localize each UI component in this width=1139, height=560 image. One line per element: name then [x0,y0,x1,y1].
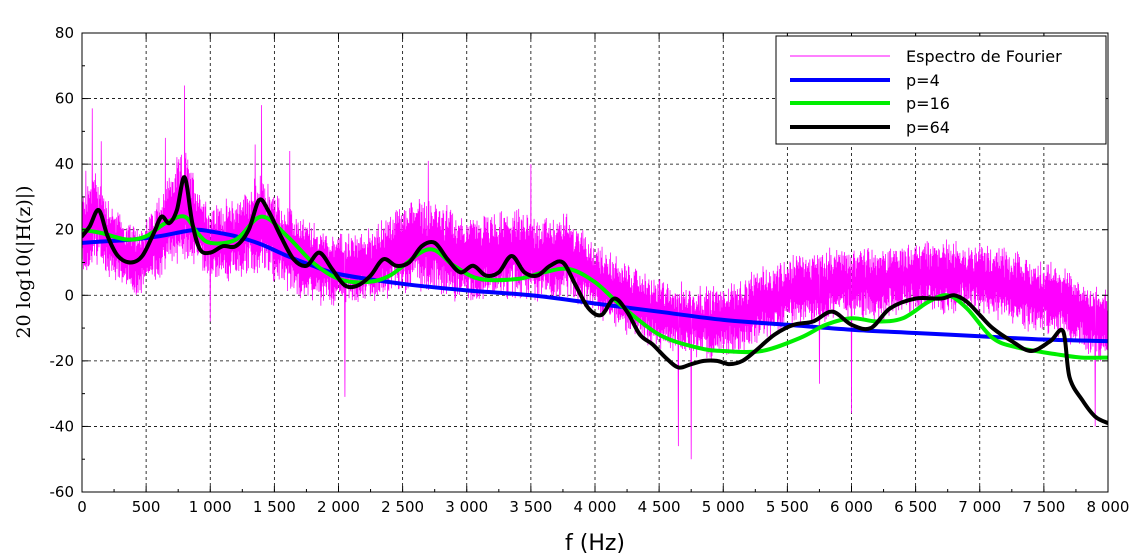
y-axis-label: 20 log10(|H(z)|) [13,185,35,338]
x-tick-label: 6 500 [894,498,937,516]
legend-label-p4: p=4 [906,71,940,90]
x-tick-label: 5 500 [766,498,809,516]
x-tick-label: 4 000 [574,498,617,516]
y-tick-label: 20 [55,221,74,239]
legend-label-p64: p=64 [906,118,950,137]
y-tick-label: -20 [50,352,75,370]
x-tick-label: 500 [132,498,161,516]
x-tick-label: 8 000 [1087,498,1130,516]
y-tick-label: 0 [64,286,74,304]
x-tick-label: 2 500 [381,498,424,516]
legend: Espectro de Fourier p=4 p=16 p=64 [775,35,1107,145]
x-tick-label: 4 500 [638,498,681,516]
y-tick-label: 60 [55,90,74,108]
x-tick-label: 7 500 [1022,498,1065,516]
x-tick-label: 6 000 [830,498,873,516]
x-tick-label: 2 000 [317,498,360,516]
series-fourier-spectrum [82,85,1108,460]
x-tick-label: 0 [77,498,87,516]
series-p64-line [82,175,1108,426]
x-tick-labels: 0 500 1 000 1 500 2 000 2 500 3 000 3 500 4 000 4… [77,498,1129,516]
x-tick-label: 3 000 [445,498,488,516]
x-tick-label: 1 000 [189,498,232,516]
y-tick-label: -60 [50,483,75,501]
x-tick-label: 7 000 [958,498,1001,516]
x-tick-label: 5 000 [702,498,745,516]
y-tick-label: 40 [55,155,74,173]
legend-label-p16: p=16 [906,94,950,113]
series-p4-line [82,227,1108,344]
x-tick-label: 1 500 [253,498,296,516]
y-tick-label: -40 [50,417,75,435]
legend-label-fourier: Espectro de Fourier [906,47,1062,66]
x-tick-label: 3 500 [509,498,552,516]
series-layer [82,85,1108,460]
y-tick-label: 80 [55,24,74,42]
x-axis-label: f (Hz) [565,531,625,556]
y-tick-labels: -60 -40 -20 0 20 40 60 80 [50,24,75,501]
